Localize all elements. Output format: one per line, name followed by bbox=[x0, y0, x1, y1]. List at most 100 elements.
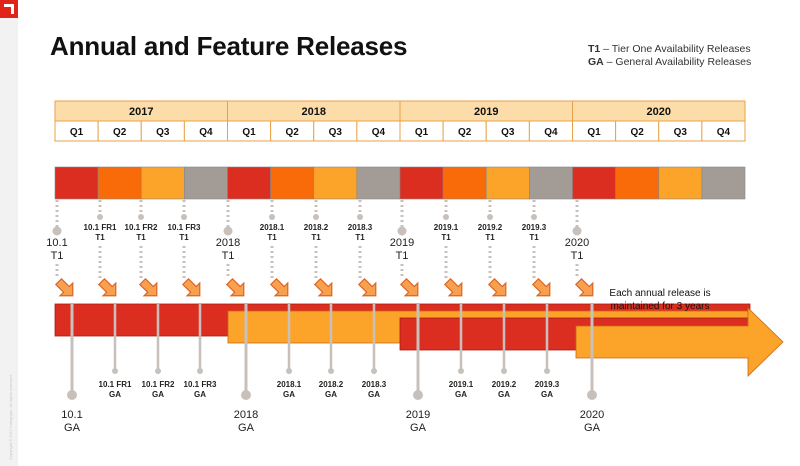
t1-release-label: 10.1 FR3 bbox=[168, 223, 201, 232]
arrow-shape bbox=[574, 277, 594, 297]
ga-release-label: 2018 bbox=[234, 409, 258, 421]
ga-pin-head bbox=[197, 368, 203, 374]
down-right-arrow-icon bbox=[443, 277, 463, 297]
quarter-label: Q3 bbox=[501, 127, 515, 138]
ga-release-tier: GA bbox=[325, 390, 337, 399]
ga-release-label: 10.1 FR3 bbox=[184, 380, 217, 389]
down-right-arrow-icon bbox=[357, 277, 377, 297]
t1-pin-head bbox=[313, 214, 319, 220]
quarter-color-block bbox=[356, 166, 401, 200]
t1-release-tier: T1 bbox=[396, 250, 409, 262]
ga-release-tier: GA bbox=[498, 390, 510, 399]
ga-release-tier: GA bbox=[152, 390, 164, 399]
arrow-shape bbox=[181, 277, 201, 297]
quarter-label: Q3 bbox=[329, 127, 343, 138]
quarter-label: Q1 bbox=[70, 127, 84, 138]
release-legend: T1 – Tier One Availability Releases GA –… bbox=[588, 43, 751, 69]
arrow-shape bbox=[269, 277, 289, 297]
t1-pin-head bbox=[269, 214, 275, 220]
quarter-label: Q2 bbox=[631, 127, 645, 138]
quarter-label: Q2 bbox=[113, 127, 127, 138]
down-right-arrow-icon bbox=[54, 277, 74, 297]
t1-release-tier: T1 bbox=[311, 233, 321, 242]
quarter-color-block bbox=[529, 166, 573, 200]
arrow-shape bbox=[313, 277, 333, 297]
ga-pin-head bbox=[328, 368, 334, 374]
ga-release-label: 2019 bbox=[406, 409, 430, 421]
t1-release-tier: T1 bbox=[529, 233, 539, 242]
t1-release-tier: T1 bbox=[222, 250, 235, 262]
t1-pin-head bbox=[487, 214, 493, 220]
quarter-color-block bbox=[485, 166, 530, 200]
quarter-label: Q1 bbox=[242, 127, 256, 138]
ga-release-label: 2018.1 bbox=[277, 380, 302, 389]
quarter-color-block bbox=[658, 166, 703, 200]
t1-pin-head bbox=[572, 226, 582, 236]
ga-release-tier: GA bbox=[283, 390, 295, 399]
quarter-color-block bbox=[313, 166, 358, 200]
t1-release-tier: T1 bbox=[441, 233, 451, 242]
quarter-color-block bbox=[615, 166, 660, 200]
brand-logo bbox=[0, 0, 18, 18]
t1-release-tier: T1 bbox=[51, 250, 64, 262]
quarter-color-block bbox=[54, 166, 99, 200]
down-right-arrow-icon bbox=[225, 277, 245, 297]
arrow-shape bbox=[487, 277, 507, 297]
arrow-shape bbox=[399, 277, 419, 297]
quarter-label: Q1 bbox=[415, 127, 429, 138]
quarter-label: Q2 bbox=[458, 127, 472, 138]
quarter-label: Q4 bbox=[544, 127, 558, 138]
ga-release-label: 2019.1 bbox=[449, 380, 474, 389]
t1-release-label: 2018.1 bbox=[260, 223, 285, 232]
ga-pin-head bbox=[67, 390, 77, 400]
logo-mark-icon bbox=[4, 4, 14, 14]
quarter-color-block bbox=[442, 166, 487, 200]
ga-pin-head bbox=[371, 368, 377, 374]
quarter-color-block bbox=[227, 166, 271, 200]
t1-release-tier: T1 bbox=[355, 233, 365, 242]
t1-pin-head bbox=[181, 214, 187, 220]
arrow-shape bbox=[531, 277, 551, 297]
ga-release-label: 2018.3 bbox=[362, 380, 387, 389]
quarter-color-block bbox=[140, 166, 185, 200]
t1-release-tier: T1 bbox=[136, 233, 146, 242]
t1-release-label: 2020 bbox=[565, 237, 589, 249]
ga-release-tier: GA bbox=[238, 422, 255, 434]
t1-release-label: 10.1 bbox=[46, 237, 67, 249]
ga-release-tier: GA bbox=[368, 390, 380, 399]
ga-release-tier: GA bbox=[64, 422, 81, 434]
ga-pin-head bbox=[587, 390, 597, 400]
ga-release-label: 2019.2 bbox=[492, 380, 517, 389]
ga-pin-head bbox=[458, 368, 464, 374]
quarter-color-block bbox=[270, 166, 315, 200]
ga-release-label: 10.1 bbox=[61, 409, 82, 421]
t1-release-label: 2018 bbox=[216, 237, 240, 249]
quarter-color-block bbox=[399, 166, 444, 200]
arrow-shape bbox=[357, 277, 377, 297]
down-right-arrow-icon bbox=[531, 277, 551, 297]
left-rail bbox=[0, 0, 18, 466]
ga-pin-head bbox=[413, 390, 423, 400]
down-right-arrow-icon bbox=[138, 277, 158, 297]
down-right-arrow-icon bbox=[313, 277, 333, 297]
ga-pin-head bbox=[286, 368, 292, 374]
t1-pin-head bbox=[443, 214, 449, 220]
t1-release-tier: T1 bbox=[267, 233, 277, 242]
down-right-arrow-icon bbox=[269, 277, 289, 297]
arrow-shape bbox=[225, 277, 245, 297]
ga-release-label: 2020 bbox=[580, 409, 604, 421]
ga-release-label: 10.1 FR1 bbox=[99, 380, 132, 389]
ga-release-tier: GA bbox=[109, 390, 121, 399]
ga-release-tier: GA bbox=[584, 422, 601, 434]
quarter-color-block bbox=[97, 166, 142, 200]
ga-release-tier: GA bbox=[455, 390, 467, 399]
quarter-color-block bbox=[184, 166, 228, 200]
t1-release-tier: T1 bbox=[571, 250, 584, 262]
page-title: Annual and Feature Releases bbox=[50, 31, 408, 61]
quarter-label: Q2 bbox=[286, 127, 300, 138]
ga-pin-head bbox=[501, 368, 507, 374]
t1-pin-head bbox=[397, 226, 407, 236]
t1-release-label: 2019.3 bbox=[522, 223, 547, 232]
ga-pin-head bbox=[112, 368, 118, 374]
